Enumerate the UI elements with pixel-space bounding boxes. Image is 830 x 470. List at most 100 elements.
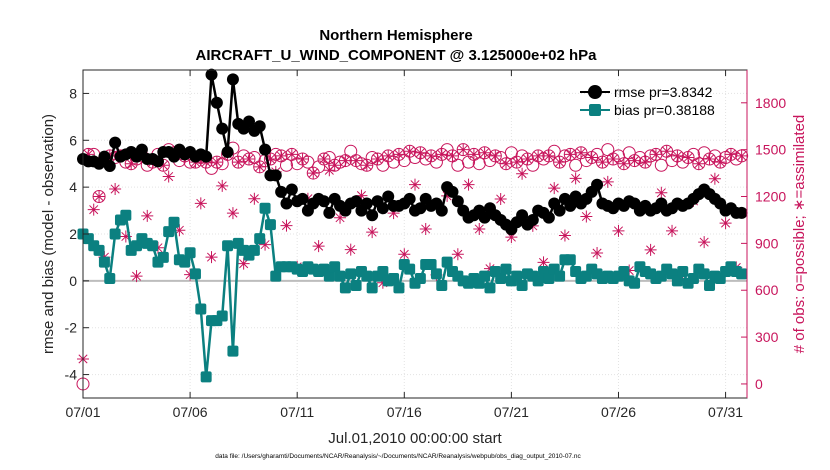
bias-point [484, 282, 496, 294]
legend: rmse pr=3.8342 bias pr=0.38188 [580, 84, 715, 118]
obs-assimilated-marker [237, 257, 250, 270]
obs-assimilated-marker [655, 186, 668, 199]
obs-assimilated-marker [344, 243, 357, 256]
obs-assimilated-marker [285, 148, 298, 161]
obs-possible-marker [279, 158, 293, 172]
obs-assimilated-marker [596, 156, 609, 169]
obs-assimilated-marker [387, 207, 400, 220]
bias-point [618, 265, 630, 277]
obs-assimilated-marker [553, 156, 566, 169]
rmse-series [77, 68, 748, 236]
obs-assimilated-marker [216, 179, 229, 192]
y2-tick-label: 1800 [755, 95, 786, 111]
obs-assimilated-marker [719, 217, 732, 230]
obs-assimilated-marker [194, 197, 207, 210]
bias-point [377, 265, 389, 277]
bias-point [189, 268, 201, 280]
obs-assimilated-marker [558, 229, 571, 242]
obs-assimilated-marker [275, 149, 288, 162]
obs-assimilated-marker [698, 236, 711, 249]
bias-point [393, 282, 405, 294]
obs-possible-marker [569, 158, 583, 172]
x-axis-label: Jul.01,2010 00:00:00 start [328, 430, 502, 447]
rmse-point [317, 195, 330, 208]
obs-assimilated-marker [339, 154, 352, 167]
rmse-point [135, 143, 148, 156]
rmse-point [564, 199, 577, 212]
x-tick-label: 07/21 [494, 404, 529, 420]
rmse-point [360, 197, 373, 210]
obs-assimilated-marker [312, 240, 325, 253]
bias-point [500, 263, 512, 275]
obs-assimilated-marker [575, 146, 587, 159]
obs-assimilated-marker [666, 224, 679, 237]
bias-point [425, 258, 437, 270]
obs-assimilated-marker [130, 270, 143, 283]
obs-assimilated-marker [226, 207, 239, 220]
bias-point [687, 273, 699, 285]
y2-tick-label: 300 [755, 329, 779, 345]
rmse-point [205, 68, 218, 81]
bias-point [157, 251, 169, 263]
obs-assimilated-marker [205, 251, 218, 264]
bias-point [195, 303, 207, 315]
obs-assimilated-marker [671, 149, 684, 162]
obs-assimilated-marker [505, 231, 518, 244]
bias-point [388, 273, 400, 285]
bias-point [430, 268, 442, 280]
bias-point [532, 275, 544, 287]
obs-assimilated-marker [580, 210, 593, 223]
obs-assimilated-marker [173, 224, 186, 237]
obs-assimilated-marker [360, 159, 373, 172]
legend-bias-label: bias pr=0.38188 [614, 102, 715, 118]
obs-assimilated-marker [639, 156, 652, 169]
rmse-point [478, 211, 491, 224]
bias-point [361, 270, 373, 282]
obs-assimilated-marker [510, 156, 523, 169]
bias-point [163, 226, 175, 238]
obs-assimilated-marker [446, 149, 459, 162]
rmse-point [280, 197, 293, 210]
obs-assimilated-marker [109, 183, 122, 196]
y-tick-label: 4 [69, 179, 77, 195]
obs-assimilated-marker [253, 160, 266, 173]
obs-possible-marker [354, 157, 368, 171]
obs-assimilated-marker [409, 178, 421, 191]
obs-assimilated-marker [467, 148, 480, 161]
obs-assimilated-marker [473, 223, 486, 236]
bias-point [366, 282, 378, 294]
legend-rmse-label: rmse pr=3.8342 [614, 84, 713, 100]
y-tick-label: 2 [69, 226, 77, 242]
x-tick-label: 07/11 [280, 404, 314, 420]
obs-assimilated-marker [735, 149, 748, 162]
obs-assimilated-marker [232, 156, 245, 169]
y-tick-label: 6 [69, 132, 77, 148]
y2-tick-label: 1500 [755, 142, 786, 158]
rmse-point [296, 192, 309, 205]
rmse-point [151, 155, 164, 168]
obs-assimilated-marker [307, 167, 320, 180]
rmse-point [216, 122, 229, 135]
bias-point [345, 268, 357, 280]
bias-point [270, 270, 282, 282]
bias-point [339, 282, 351, 294]
rmse-point [275, 185, 288, 198]
rmse-point [350, 195, 363, 208]
obs-possible-marker [547, 144, 561, 158]
obs-assimilated-marker [548, 182, 561, 195]
rmse-point [323, 206, 336, 219]
y-tick-label: -4 [65, 367, 78, 383]
bias-point [704, 280, 716, 292]
bias-point [200, 371, 212, 383]
obs-assimilated-marker [601, 175, 614, 188]
obs-assimilated-marker [435, 148, 448, 161]
obs-assimilated-marker [248, 192, 261, 205]
obs-assimilated-marker [500, 157, 513, 170]
obs-assimilated-marker [457, 143, 470, 156]
obs-assimilated-marker [157, 159, 170, 172]
bias-point [168, 216, 180, 228]
obs-possible-marker [558, 149, 572, 163]
obs-assimilated-marker [537, 256, 550, 269]
obs-assimilated-marker [724, 148, 737, 161]
obs-assimilated-marker [382, 149, 395, 162]
